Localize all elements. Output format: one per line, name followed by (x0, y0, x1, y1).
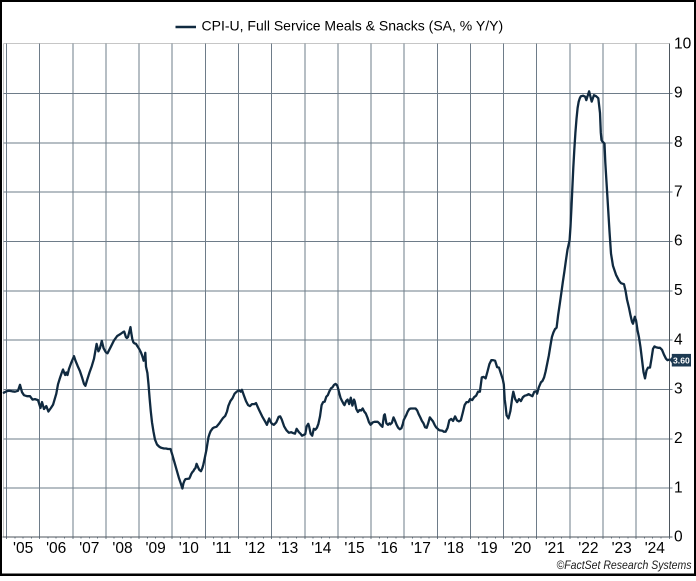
svg-text:'19: '19 (477, 540, 497, 557)
svg-text:3.60: 3.60 (673, 355, 690, 365)
svg-text:'13: '13 (278, 540, 298, 557)
svg-text:1: 1 (674, 479, 683, 496)
svg-text:'05: '05 (13, 540, 33, 557)
svg-text:'10: '10 (179, 540, 200, 557)
svg-text:9: 9 (674, 85, 683, 102)
svg-text:2: 2 (674, 430, 683, 447)
svg-text:6: 6 (674, 233, 683, 250)
svg-text:'20: '20 (511, 540, 532, 557)
svg-text:'08: '08 (112, 540, 132, 557)
svg-text:'14: '14 (311, 540, 332, 557)
svg-text:'11: '11 (212, 540, 231, 557)
svg-text:'15: '15 (344, 540, 364, 557)
svg-text:'23: '23 (612, 540, 632, 557)
svg-text:'12: '12 (245, 540, 265, 557)
svg-text:'22: '22 (578, 540, 598, 557)
svg-text:'07: '07 (79, 540, 99, 557)
svg-text:3: 3 (674, 381, 683, 398)
svg-text:8: 8 (674, 134, 683, 151)
svg-text:'18: '18 (444, 540, 464, 557)
svg-text:4: 4 (674, 331, 683, 348)
svg-text:'09: '09 (145, 540, 165, 557)
svg-text:'21: '21 (545, 540, 565, 557)
svg-text:©FactSet Research Systems: ©FactSet Research Systems (557, 558, 692, 572)
svg-text:10: 10 (674, 35, 692, 52)
svg-text:0: 0 (674, 529, 683, 546)
svg-text:'24: '24 (645, 540, 666, 557)
svg-text:'06: '06 (46, 540, 66, 557)
svg-text:'16: '16 (377, 540, 397, 557)
svg-text:5: 5 (674, 282, 683, 299)
svg-text:7: 7 (674, 183, 683, 200)
svg-text:CPI-U, Full Service Meals & Sn: CPI-U, Full Service Meals & Snacks (SA, … (202, 18, 504, 34)
svg-text:'17: '17 (411, 540, 431, 557)
